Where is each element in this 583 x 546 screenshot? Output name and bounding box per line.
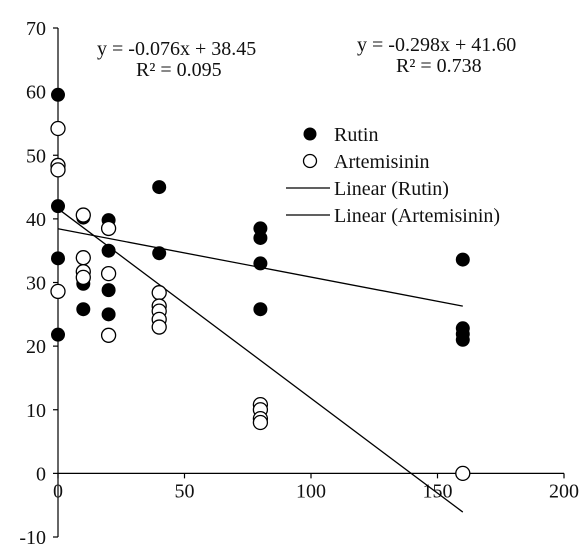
artemisinin-point <box>151 319 167 335</box>
rutin-point <box>101 283 116 298</box>
artemisinin-point <box>151 285 167 301</box>
rutin-point <box>76 302 91 317</box>
legend-linear-rutin-label: Linear (Rutin) <box>334 178 449 200</box>
rutin-point <box>51 251 65 266</box>
y-tick-label: 30 <box>26 273 46 295</box>
rutin-point <box>455 332 470 347</box>
rutin-point <box>51 327 65 342</box>
legend: Rutin Artemisinin Linear (Rutin) Linear … <box>286 124 500 227</box>
artemisinin-point <box>75 207 91 223</box>
artemisinin-point <box>100 220 117 237</box>
rutin-point <box>51 87 65 102</box>
artemisinin-r2: R² = 0.738 <box>396 55 482 77</box>
rutin-point <box>253 256 268 271</box>
x-axis-ticks: 0 50 100 150 200 <box>53 473 579 502</box>
y-tick-label: 10 <box>26 400 46 422</box>
rutin-r2: R² = 0.095 <box>136 59 222 81</box>
x-tick-label: 50 <box>175 480 195 502</box>
artemisinin-point <box>75 269 91 286</box>
rutin-point <box>101 307 116 322</box>
rutin-point <box>253 230 268 245</box>
y-tick-label: 70 <box>26 18 46 40</box>
y-tick-label: 60 <box>26 82 46 104</box>
artemisinin-point <box>100 327 117 343</box>
artemisinin-point <box>75 250 91 266</box>
legend-artemisinin-label: Artemisinin <box>334 151 430 173</box>
rutin-point <box>51 199 65 214</box>
trendline-artemisinin <box>57 208 464 513</box>
artemisinin-point <box>50 283 66 300</box>
artemisinin-equation: y = -0.298x + 41.60 <box>357 34 516 56</box>
rutin-equation: y = -0.076x + 38.45 <box>97 38 256 60</box>
legend-rutin-marker <box>303 127 317 141</box>
y-tick-label: 20 <box>26 336 46 358</box>
y-axis-ticks: -10 0 10 20 30 40 50 60 70 <box>19 18 58 546</box>
x-tick-label: 150 <box>423 480 453 502</box>
x-tick-label: 200 <box>549 480 579 502</box>
legend-linear-artemisinin-label: Linear (Artemisinin) <box>334 205 500 227</box>
rutin-point <box>455 252 470 267</box>
legend-artemisinin-marker <box>302 153 318 169</box>
rutin-point <box>101 243 116 258</box>
y-tick-label: 0 <box>36 463 46 485</box>
x-tick-label: 0 <box>53 480 63 502</box>
legend-rutin-label: Rutin <box>334 124 378 146</box>
y-tick-label: -10 <box>19 527 46 546</box>
rutin-point <box>253 302 268 317</box>
y-tick-label: 50 <box>26 145 46 167</box>
artemisinin-point <box>50 120 66 137</box>
equation-annotations: y = -0.076x + 38.45 R² = 0.095 y = -0.29… <box>97 34 516 81</box>
y-tick-label: 40 <box>26 209 46 231</box>
artemisinin-point <box>50 162 66 178</box>
rutin-point <box>152 180 167 195</box>
data-points <box>50 87 471 482</box>
axes <box>57 28 564 537</box>
artemisinin-point <box>252 414 269 431</box>
trendlines <box>57 208 464 513</box>
x-tick-label: 100 <box>296 480 326 502</box>
artemisinin-point <box>100 265 117 282</box>
rutin-point <box>152 246 167 261</box>
artemisinin-point <box>455 465 471 482</box>
